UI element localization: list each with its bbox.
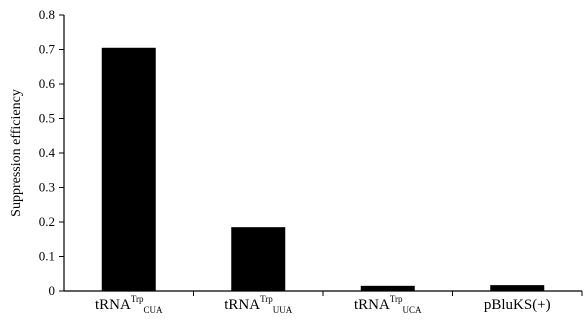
x-tick-label-main: tRNA xyxy=(224,297,260,313)
x-tick-label-main: tRNA xyxy=(95,297,131,313)
x-tick-label-subscript: UCA xyxy=(403,305,423,315)
x-tick-label-subscript: CUA xyxy=(144,305,164,315)
x-tick-label-superscript: Trp xyxy=(390,294,403,304)
x-tick-label: tRNATrpCUA xyxy=(95,294,163,315)
x-tick-label-main: pBluKS(+) xyxy=(484,297,551,313)
bar xyxy=(360,285,415,291)
y-tick-label: 0.2 xyxy=(39,214,55,229)
x-tick-label: pBluKS(+) xyxy=(484,297,551,313)
y-tick-label: 0.5 xyxy=(39,111,55,126)
bar xyxy=(231,227,286,291)
y-tick-label: 0.8 xyxy=(39,7,55,22)
y-tick-label: 0.6 xyxy=(39,76,56,91)
y-tick-label: 0.7 xyxy=(39,42,56,57)
y-axis-label: Suppression efficiency xyxy=(9,89,24,217)
y-tick-label: 0 xyxy=(49,283,56,298)
bars xyxy=(101,47,545,292)
y-tick-label: 0.3 xyxy=(39,180,55,195)
x-tick-label-superscript: Trp xyxy=(260,294,273,304)
bar xyxy=(490,285,545,291)
y-tick-label: 0.1 xyxy=(39,249,55,264)
x-tick-label-main: tRNA xyxy=(354,297,390,313)
x-tick-label-superscript: Trp xyxy=(131,294,144,304)
bar xyxy=(101,47,156,292)
x-tick-label: tRNATrpUCA xyxy=(354,294,422,315)
x-tick-label: tRNATrpUUA xyxy=(224,294,293,315)
y-tick-label: 0.4 xyxy=(39,145,56,160)
x-axis-labels: tRNATrpCUA tRNATrpUUA tRNATrpUCA pBluKS(+) xyxy=(95,294,551,315)
y-axis-ticks: 0 0.1 0.2 0.3 0.4 0.5 0.6 0.7 0.8 xyxy=(39,7,64,298)
x-tick-label-subscript: UUA xyxy=(273,305,293,315)
